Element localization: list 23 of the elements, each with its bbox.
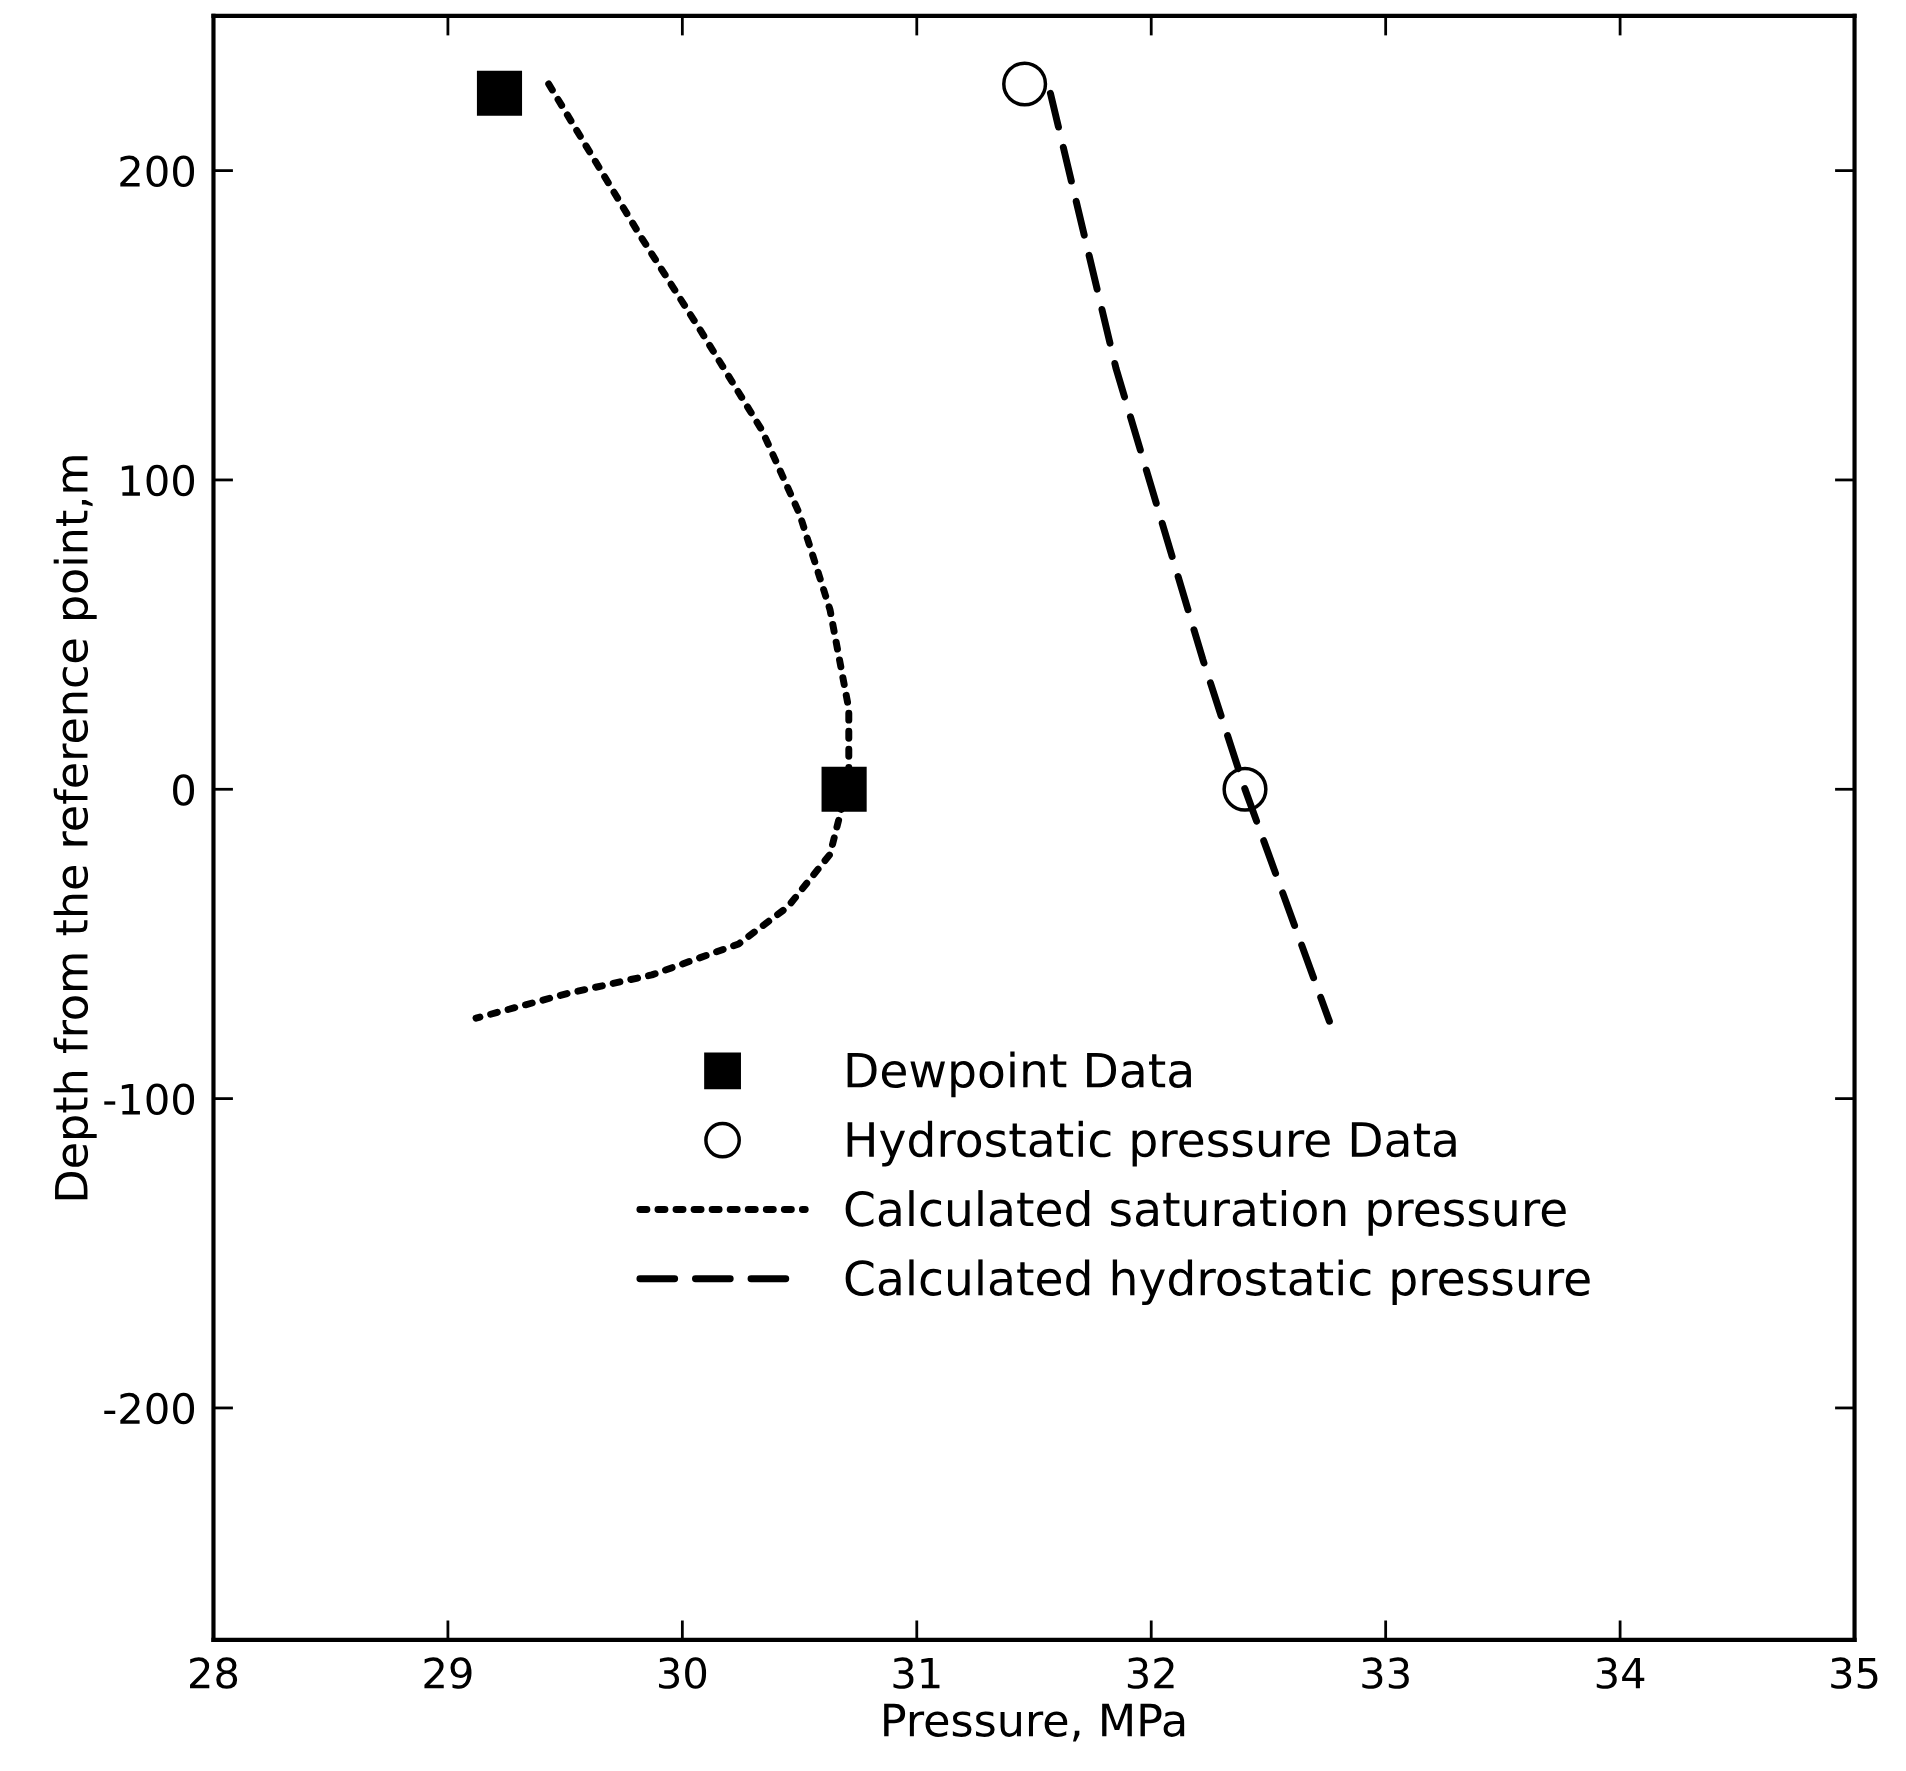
point: [476, 70, 523, 116]
x-tick-label: 30: [659, 1657, 707, 1689]
legend-label: Calculated saturation pressure: [845, 1190, 1566, 1236]
legend-label: Dewpoint Data: [847, 1051, 1191, 1098]
y-tick-label: -200: [104, 1392, 195, 1425]
point: [1002, 61, 1048, 107]
point: [821, 766, 867, 812]
x-tick-label: 34: [1596, 1657, 1645, 1689]
y-axis-title: Depth from the reference point,m: [53, 456, 97, 1200]
legend-label: Hydrostatic pressure Data: [847, 1120, 1456, 1167]
x-tick-label: 33: [1362, 1657, 1409, 1689]
x-axis-title: Pressure, MPa: [884, 1703, 1185, 1742]
y-tick-label: -100: [104, 1083, 195, 1116]
legend-label: Calculated hydrostatic pressure: [845, 1259, 1590, 1306]
x-tick-label: 32: [1127, 1657, 1174, 1689]
y-tick-label: 200: [120, 155, 195, 188]
x-tick-label: 35: [1831, 1657, 1878, 1689]
x-tick-label: 29: [424, 1657, 472, 1689]
y-tick-label: 0: [173, 774, 195, 806]
x-tick-label: 28: [190, 1657, 238, 1689]
x-tick-label: 31: [893, 1657, 940, 1689]
y-tick-label: 100: [121, 464, 195, 497]
point: [1222, 766, 1268, 812]
